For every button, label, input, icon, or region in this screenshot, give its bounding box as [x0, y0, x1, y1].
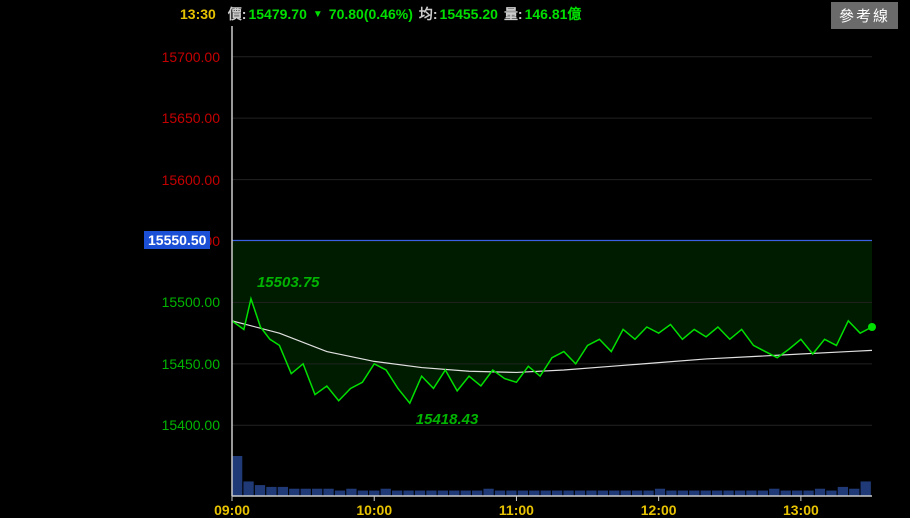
x-tick-label: 12:00	[641, 502, 677, 518]
x-tick-label: 09:00	[214, 502, 250, 518]
avg-value: 15455.20	[440, 6, 498, 22]
low-label: 15418.43	[416, 411, 479, 428]
change-arrow-icon: ▼	[313, 9, 323, 20]
reference-line-button[interactable]: 參考線	[831, 2, 898, 29]
price-chart[interactable]: 15700.0015650.0015600.0015550.0015500.00…	[112, 26, 898, 504]
y-tick-label: 15400.00	[120, 417, 220, 433]
chart-header: 13:30 價: 15479.70 ▼ 70.80(0.46%) 均: 1545…	[0, 3, 910, 25]
y-tick-label: 15650.00	[120, 110, 220, 126]
y-tick-label: 15450.00	[120, 356, 220, 372]
y-tick-label: 15600.00	[120, 172, 220, 188]
y-tick-label: 15500.00	[120, 294, 220, 310]
high-label: 15503.75	[257, 274, 320, 291]
x-tick-label: 10:00	[356, 502, 392, 518]
avg-label: 均:	[419, 4, 438, 24]
price-label: 價:	[228, 4, 247, 24]
reference-line-label: 15550.50	[144, 231, 210, 249]
vol-label: 量:	[504, 4, 523, 24]
x-tick-label: 13:00	[783, 502, 819, 518]
x-tick-label: 11:00	[499, 502, 534, 518]
header-time: 13:30	[180, 6, 216, 22]
price-value: 15479.70	[248, 6, 306, 22]
change-value: 70.80(0.46%)	[329, 6, 413, 22]
vol-value: 146.81億	[525, 4, 582, 24]
y-tick-label: 15700.00	[120, 49, 220, 65]
